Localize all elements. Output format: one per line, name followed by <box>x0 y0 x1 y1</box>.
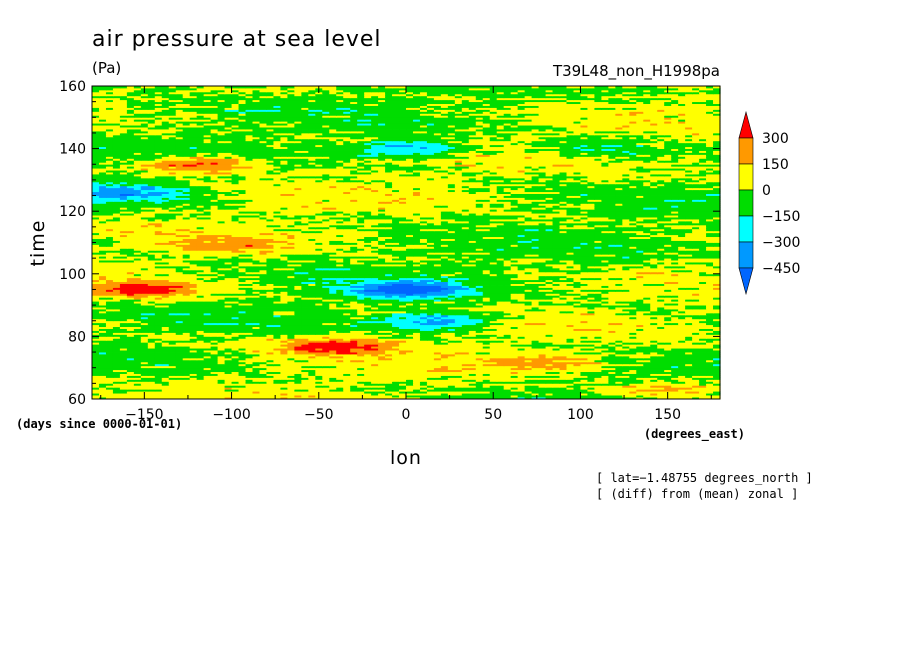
pressure-field <box>92 86 721 399</box>
